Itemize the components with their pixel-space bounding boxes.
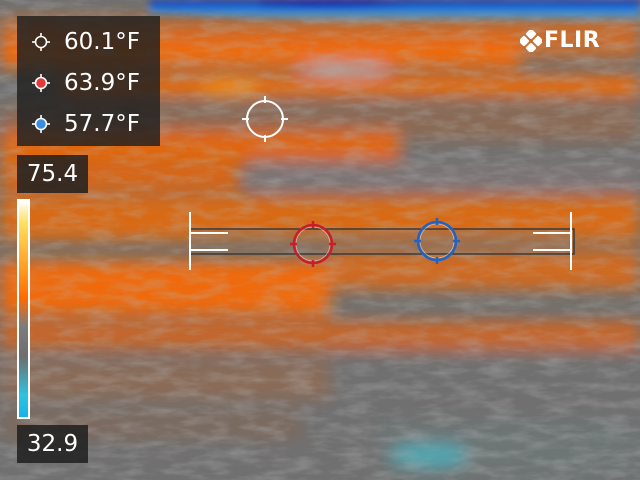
color-scale-bar <box>17 199 30 419</box>
cold-spot-crosshair-icon <box>32 115 50 133</box>
color-scale-gradient <box>19 201 28 417</box>
measurement-box-area[interactable] <box>189 212 575 270</box>
cold-spot-temperature: 57.7°F <box>64 111 140 137</box>
center-spot-readout: 60.1°F <box>17 22 160 62</box>
hot-spot-crosshair-icon <box>32 74 50 92</box>
measurement-panel: 60.1°F 63.9°F 57.7°F <box>17 16 160 146</box>
brand-logo: FLIR <box>520 26 615 56</box>
center-spot-crosshair-icon <box>32 33 50 51</box>
cold-spot-marker[interactable] <box>414 218 460 264</box>
scale-max-label: 75.4 <box>17 155 88 193</box>
hot-spot-readout: 63.9°F <box>17 63 160 103</box>
flir-logo-icon <box>520 30 542 52</box>
brand-wordmark: FLIR <box>544 28 601 53</box>
hot-spot-marker[interactable] <box>290 221 336 267</box>
hot-spot-temperature: 63.9°F <box>64 70 140 96</box>
scale-min-label: 32.9 <box>17 425 88 463</box>
center-spot-meter[interactable] <box>242 96 288 142</box>
center-spot-temperature: 60.1°F <box>64 29 140 55</box>
cold-spot-readout: 57.7°F <box>17 104 160 144</box>
